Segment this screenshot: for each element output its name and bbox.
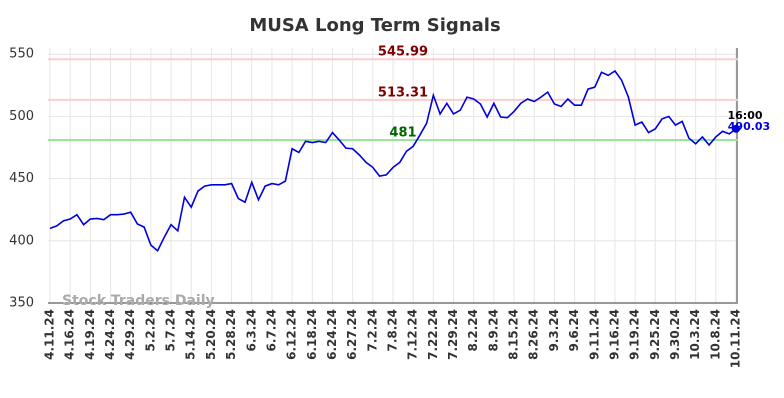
reference-label: 545.99: [378, 45, 428, 60]
x-tick-label: 7.22.24: [426, 309, 440, 360]
x-tick-label: 7.12.24: [406, 309, 420, 360]
line: [49, 69, 737, 253]
x-tick-label: 9.6.24: [567, 309, 581, 352]
x-tick-label: 9.11.24: [587, 309, 601, 360]
x-tick-label: 7.29.24: [446, 309, 460, 360]
y-tick-label: 500: [9, 109, 34, 124]
x-tick-label: 8.2.24: [466, 309, 480, 352]
x-tick-label: 5.14.24: [184, 309, 198, 360]
x-tick-label: 5.20.24: [204, 309, 218, 360]
x-tick-label: 6.27.24: [345, 309, 359, 360]
x-tick-label: 9.25.24: [648, 309, 662, 360]
x-tick-label: 6.12.24: [285, 309, 299, 360]
reference-label: 513.31: [378, 85, 428, 100]
x-tick-label: 9.16.24: [607, 309, 621, 360]
x-tick-label: 9.19.24: [628, 309, 642, 360]
reference-label: 481: [389, 126, 416, 141]
x-tick-label: 6.18.24: [305, 309, 319, 360]
y-tick-label: 350: [9, 296, 34, 311]
x-tick-label: 8.9.24: [486, 309, 500, 352]
x-tick-label: 6.3.24: [244, 309, 258, 352]
x-tick-label: 6.24.24: [325, 309, 339, 360]
x-tick-label: 10.8.24: [708, 309, 722, 360]
y-tick-label: 400: [9, 233, 34, 248]
x-tick-label: 4.24.24: [103, 309, 117, 360]
watermark: Stock Traders Daily: [62, 293, 215, 309]
x-tick-label: 5.7.24: [164, 309, 178, 352]
x-tick-label: 5.28.24: [224, 309, 238, 360]
x-tick-label: 10.3.24: [688, 309, 702, 360]
x-tick-label: 10.11.24: [729, 309, 743, 368]
x-tick-label: 7.2.24: [365, 309, 379, 352]
x-tick-label: 6.7.24: [264, 309, 278, 352]
x-tick-label: 7.8.24: [386, 309, 400, 352]
last-time-label: 16:00: [727, 109, 762, 122]
chart-title: MUSA Long Term Signals: [249, 15, 500, 36]
x-tick-label: 4.29.24: [123, 309, 137, 360]
x-tick-label: 4.19.24: [83, 309, 97, 360]
last-value-label: 490.03: [728, 120, 770, 133]
x-tick-label: 4.16.24: [63, 309, 77, 360]
x-tick-label: 4.11.24: [43, 309, 57, 360]
y-tick-label: 550: [9, 47, 34, 62]
x-tick-label: 9.30.24: [668, 309, 682, 360]
last-point: [732, 124, 740, 133]
x-tick-label: 5.2.24: [143, 309, 157, 352]
y-tick-label: 450: [9, 171, 34, 186]
x-tick-label: 8.15.24: [507, 309, 521, 360]
x-tick-label: 9.3.24: [547, 309, 561, 352]
x-tick-label: 8.26.24: [527, 309, 541, 360]
